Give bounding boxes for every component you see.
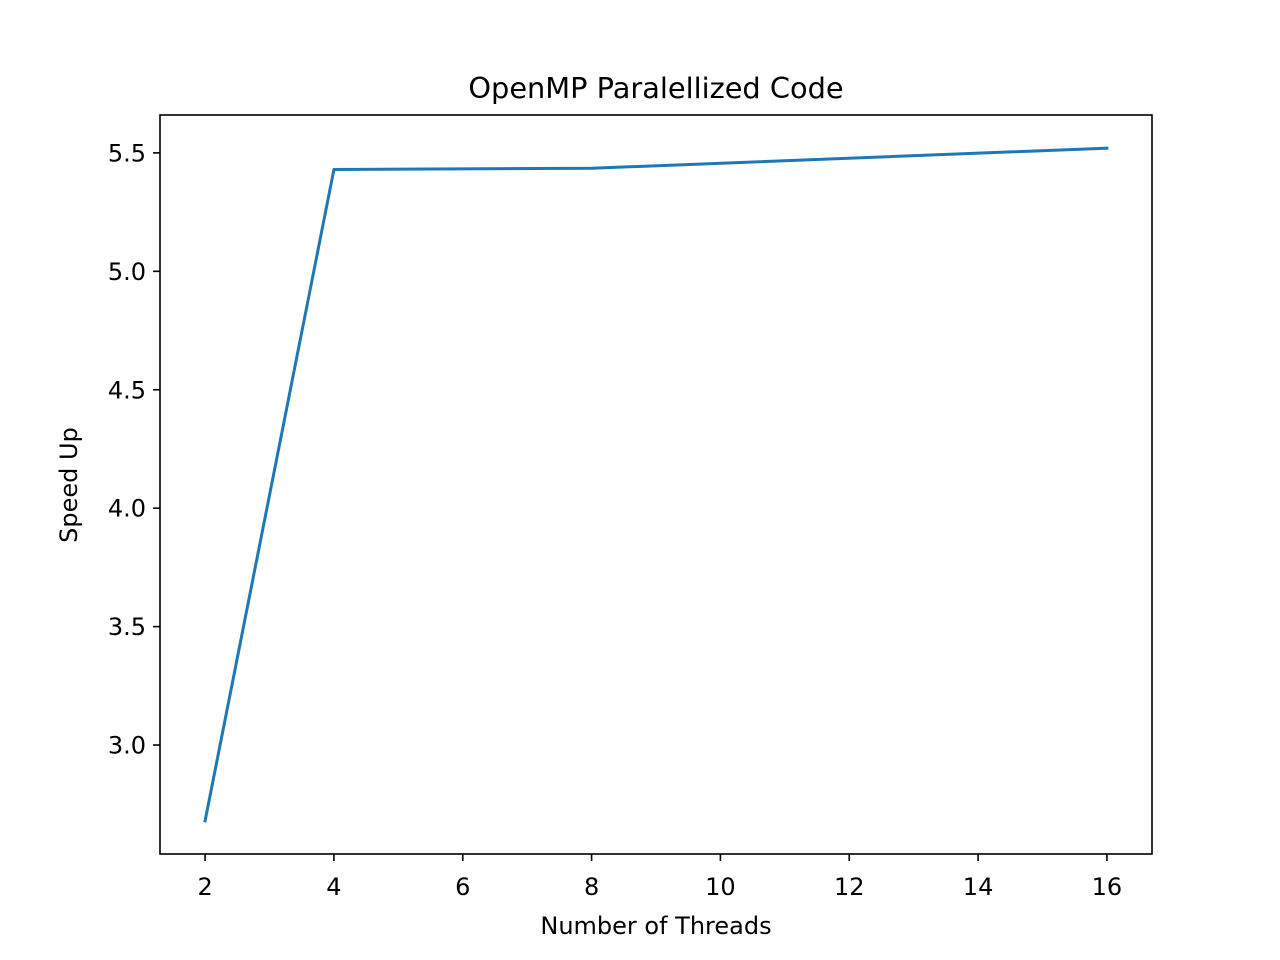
x-tick-label: 2 xyxy=(197,873,212,901)
y-tick-label: 3.0 xyxy=(108,732,146,760)
x-tick-label: 14 xyxy=(963,873,994,901)
y-tick-label: 3.5 xyxy=(108,613,146,641)
x-tick-label: 8 xyxy=(584,873,599,901)
plot-area: 2 4 6 8 10 12 14 16 3.0 3.5 4.0 4.5 5.0 5.5 xyxy=(108,114,1153,901)
y-tick-label: 5.5 xyxy=(108,139,146,167)
chart-title: OpenMP Paralellized Code xyxy=(468,71,843,105)
y-tick-label: 5.0 xyxy=(108,258,146,286)
y-tick-label: 4.5 xyxy=(108,376,146,404)
series-line-0 xyxy=(203,146,1109,823)
x-tick-label: 12 xyxy=(834,873,865,901)
x-axis-label: Number of Threads xyxy=(540,912,771,940)
x-tick-label: 4 xyxy=(326,873,341,901)
axes-frame xyxy=(159,114,1153,855)
x-tick-label: 16 xyxy=(1092,873,1123,901)
y-tick-label: 4.0 xyxy=(108,495,146,523)
x-tick-label: 6 xyxy=(455,873,470,901)
x-tick-label: 10 xyxy=(705,873,736,901)
y-axis-label: Speed Up xyxy=(55,427,83,543)
